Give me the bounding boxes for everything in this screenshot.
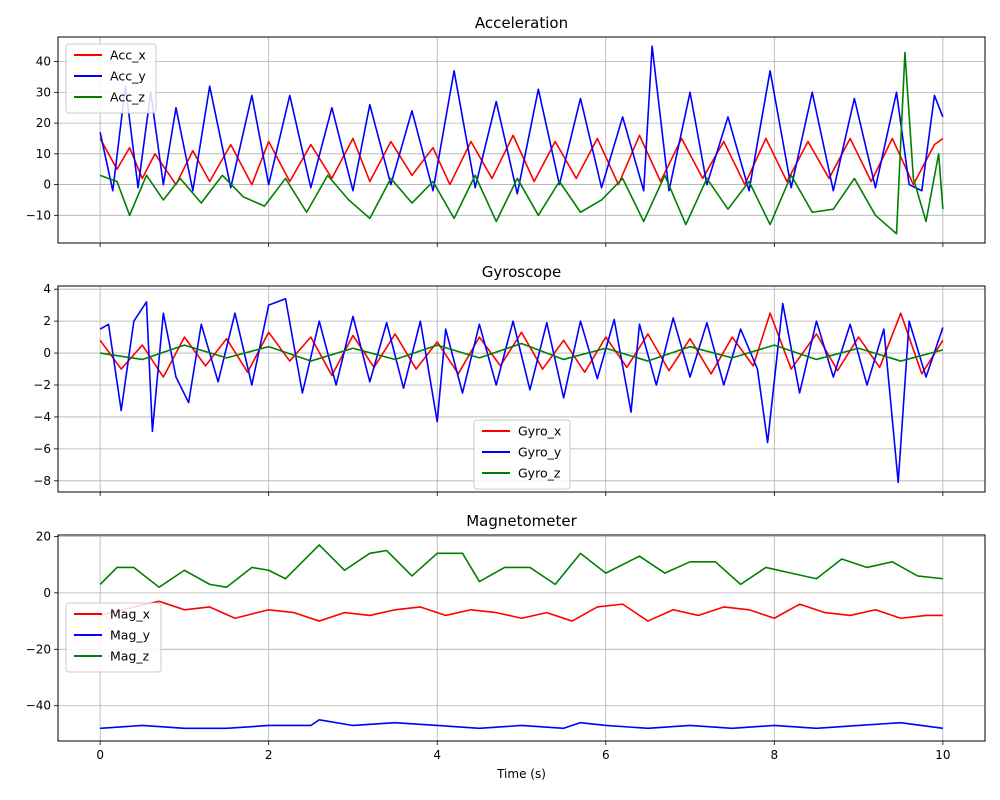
x-tick-label: 8	[770, 748, 778, 762]
series-line-gyro-x	[99, 312, 944, 378]
x-tick-label: 6	[602, 748, 610, 762]
legend-label-acc-x: Acc_x	[110, 48, 146, 63]
panel-acceleration: −10 0 10 20 30 40 Acceleration Acc_x Acc_y Acc_z	[26, 14, 986, 247]
panel-magnetometer: 0 2 4 6 8 10 −40 −20 0 20 Magnetometer Time (s) Mag_…	[26, 512, 986, 781]
y-tick-label: 0	[43, 586, 51, 600]
chart-title: Gyroscope	[482, 263, 562, 281]
series-line-acc-y	[99, 45, 944, 195]
y-tick-label: 0	[43, 178, 51, 192]
legend-label-mag-x: Mag_x	[110, 607, 150, 622]
axes-frame	[57, 36, 986, 244]
legend: Acc_x Acc_y Acc_z	[65, 43, 157, 114]
y-tick-label: −20	[26, 642, 51, 656]
y-tick-label: 4	[43, 282, 51, 296]
y-tick-label: 20	[36, 529, 51, 543]
y-tick-label: 10	[36, 147, 51, 161]
series-line-acc-x	[99, 134, 944, 186]
legend-label-gyro-z: Gyro_z	[518, 466, 561, 481]
x-tick-label: 4	[433, 748, 441, 762]
legend-box	[65, 43, 157, 114]
series-line-mag-z	[99, 544, 943, 589]
y-tick-label: −8	[33, 474, 51, 488]
x-tick-label: 0	[96, 748, 104, 762]
legend-box	[65, 602, 162, 673]
legend-label-mag-z: Mag_z	[110, 649, 150, 664]
y-tick-label: −10	[26, 208, 51, 222]
x-tick-label: 10	[935, 748, 950, 762]
series-line-gyro-z	[100, 342, 944, 362]
y-tick-label: −6	[33, 442, 51, 456]
legend-label-mag-y: Mag_y	[110, 628, 151, 643]
axes-frame	[57, 534, 986, 742]
y-tick-label: 0	[43, 346, 51, 360]
chart-title: Acceleration	[475, 14, 568, 32]
y-tick-label: 40	[36, 55, 51, 69]
series-line-gyro-y	[99, 297, 944, 484]
legend-box	[473, 419, 571, 490]
legend: Mag_x Mag_y Mag_z	[65, 602, 162, 673]
legend-label-gyro-y: Gyro_y	[518, 445, 562, 460]
y-tick-label: −2	[33, 378, 51, 392]
legend-label-acc-y: Acc_y	[110, 69, 146, 84]
legend: Gyro_x Gyro_y Gyro_z	[473, 419, 571, 490]
x-axis-label: Time (s)	[496, 767, 546, 781]
y-tick-label: −4	[33, 410, 51, 424]
axes-frame	[57, 285, 986, 493]
y-tick-label: 30	[36, 85, 51, 99]
y-tick-label: 2	[43, 314, 51, 328]
series-line-acc-z	[99, 51, 944, 235]
series-line-mag-y	[100, 719, 943, 730]
chart-title: Magnetometer	[466, 512, 577, 530]
legend-label-gyro-x: Gyro_x	[518, 424, 561, 439]
y-tick-label: −40	[26, 699, 51, 713]
legend-label-acc-z: Acc_z	[110, 90, 145, 105]
y-tick-label: 20	[36, 116, 51, 130]
x-tick-label: 2	[265, 748, 273, 762]
panel-gyroscope: −8 −6 −4 −2 0 2 4 Gyroscope Gyro_x Gyro_y Gyro_z	[33, 263, 986, 496]
series-line-mag-x	[99, 600, 943, 622]
